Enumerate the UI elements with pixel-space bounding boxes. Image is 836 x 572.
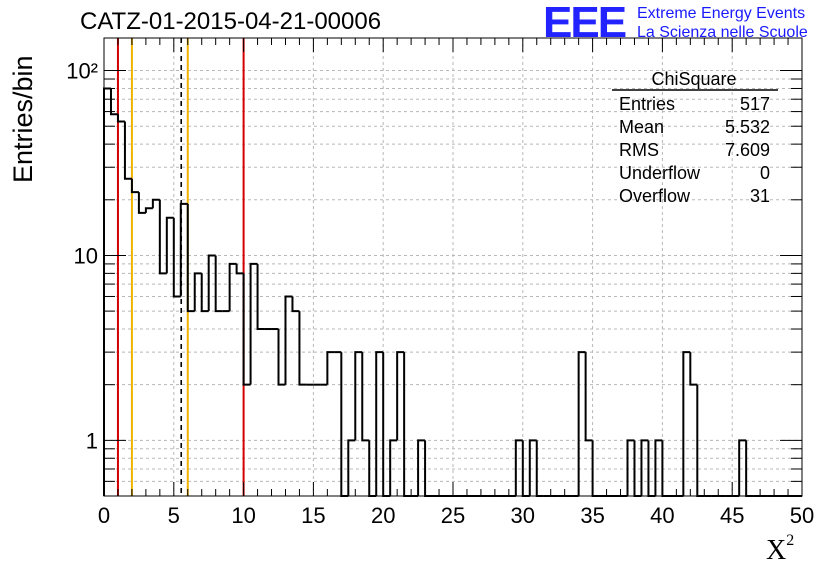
x-tick-label: 35 <box>580 503 604 528</box>
histogram-bin <box>144 207 153 213</box>
stats-label: Mean <box>619 117 664 137</box>
histogram-bin <box>256 263 265 331</box>
histogram-bin <box>389 439 398 496</box>
histogram-bin <box>179 202 188 297</box>
histogram-bin <box>277 329 286 386</box>
histogram-bin <box>738 439 747 496</box>
histogram-bin <box>396 351 405 441</box>
stats-label: RMS <box>619 140 659 160</box>
histogram-bin <box>151 198 160 209</box>
histogram-bin <box>689 352 698 386</box>
x-tick-label: 40 <box>650 503 674 528</box>
stats-title: ChiSquare <box>651 69 736 89</box>
stats-value: 5.532 <box>725 117 770 137</box>
histogram-bin <box>242 273 251 386</box>
x-tick-label: 25 <box>441 503 465 528</box>
histogram-bin <box>228 262 237 312</box>
histogram-bin <box>193 272 202 312</box>
x-tick-label: 30 <box>511 503 535 528</box>
x-tick-label: 20 <box>371 503 395 528</box>
histogram-bin <box>158 199 167 275</box>
stats-value: 0 <box>760 163 770 183</box>
histogram-bin <box>103 87 111 496</box>
histogram-bin <box>375 351 384 496</box>
histogram-bin <box>514 439 523 496</box>
stats-label: Underflow <box>619 163 701 183</box>
histogram-bin <box>291 296 300 313</box>
histogram-bin <box>403 352 412 497</box>
histogram-bin <box>186 203 195 313</box>
histogram-bin <box>326 351 335 385</box>
histogram-bin <box>130 178 139 194</box>
histogram-bin <box>249 262 258 385</box>
x-tick-label: 15 <box>301 503 325 528</box>
histogram-bin <box>116 114 125 123</box>
histogram-bin <box>626 439 635 496</box>
x-axis-label-base: X <box>766 535 787 566</box>
histogram-bin <box>417 439 426 496</box>
histogram-bin <box>298 311 307 386</box>
histogram-bin <box>284 295 293 385</box>
x-axis-label: X2 <box>766 531 795 567</box>
histogram-bin <box>214 255 223 313</box>
y-tick-label: 10² <box>66 59 98 84</box>
y-tick-label: 1 <box>86 428 98 453</box>
y-tick-label: 10 <box>74 243 98 268</box>
logo-line-1: Extreme Energy Events <box>637 5 806 22</box>
histogram-bin <box>682 351 691 496</box>
histogram-bin <box>577 351 586 496</box>
histogram-bin <box>137 192 146 214</box>
histogram-bin <box>235 263 244 275</box>
x-axis-label-sup: 2 <box>786 531 795 549</box>
x-tick-label: 5 <box>168 503 180 528</box>
logo-line-2: La Scienza nelle Scuole <box>637 24 808 41</box>
histogram-bin <box>382 352 391 497</box>
stats-value: 7.609 <box>725 140 770 160</box>
logo-text: Extreme Energy Events La Scienza nelle S… <box>637 4 808 42</box>
histogram-bin <box>640 439 649 496</box>
chart-title: CATZ-01-2015-04-21-00006 <box>80 8 382 35</box>
histogram-bin <box>361 352 370 442</box>
histogram-bin <box>354 351 363 441</box>
histogram-bin <box>654 439 663 496</box>
stats-value: 517 <box>740 94 770 114</box>
x-tick-label: 45 <box>720 503 744 528</box>
histogram-bin <box>584 352 593 442</box>
x-tick-label: 10 <box>231 503 255 528</box>
histogram-bin <box>165 216 174 274</box>
stats-label: Entries <box>619 94 675 114</box>
histogram-bin <box>123 121 132 180</box>
stats-value: 31 <box>750 186 770 206</box>
histogram-bin <box>172 217 181 298</box>
histogram-bin <box>347 439 356 496</box>
x-tick-label: 50 <box>790 503 814 528</box>
histogram-bin <box>207 254 216 312</box>
histogram-bin <box>109 88 118 116</box>
histogram-bin <box>528 439 537 496</box>
histogram-bin <box>340 352 349 497</box>
stats-label: Overflow <box>619 186 691 206</box>
x-tick-label: 0 <box>98 503 110 528</box>
histogram-bin <box>200 273 209 313</box>
logo-mark: EEE <box>543 0 627 47</box>
